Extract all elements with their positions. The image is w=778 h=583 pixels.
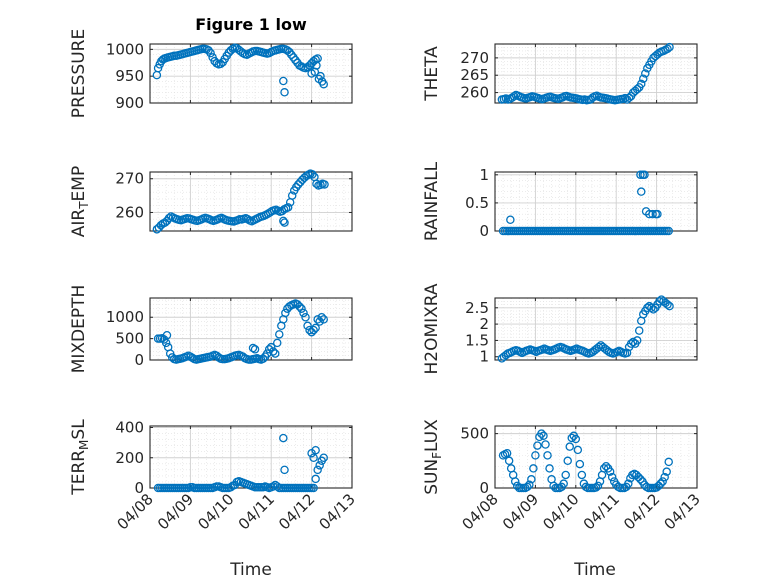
y-tick-label: 1000 (106, 308, 144, 326)
y-tick-label: 2.5 (465, 299, 489, 317)
y-tick-label: 260 (460, 84, 489, 102)
y-tick-label: 1.5 (465, 331, 489, 349)
y-tick-label: 900 (115, 94, 144, 112)
y-tick-label: 270 (115, 170, 144, 188)
y-tick-label: 200 (115, 449, 144, 467)
y-tick-label: 1 (479, 348, 489, 366)
y-tick-label: 2 (479, 315, 489, 333)
y-tick-label: 1000 (106, 40, 144, 58)
y-tick-label: 400 (115, 419, 144, 437)
y-tick-label: 260 (115, 203, 144, 221)
subplot-2: 260265270 THETA (422, 44, 697, 104)
plot-area (495, 426, 697, 488)
figure-canvas: Figure 1 low 9009501000PRESSURE 260265270… (0, 0, 778, 583)
y-axis-label: MIXDEPTH (69, 285, 89, 374)
y-axis-label: PRESSURE (69, 29, 89, 118)
y-axis-label: TERRMSL (69, 419, 91, 496)
x-axis-label-left: Time (229, 560, 272, 580)
plot-area (495, 172, 697, 231)
y-axis-label: RAINFALL (422, 161, 442, 241)
y-axis-label: H2OMIXRA (422, 283, 442, 374)
y-tick-label: 270 (460, 49, 489, 67)
y-tick-label: 0.5 (465, 194, 489, 212)
y-axis-label: AIRTEMP (69, 166, 91, 237)
figure-title: Figure 1 low (195, 15, 307, 34)
y-tick-label: 265 (460, 66, 489, 84)
y-tick-label: 0 (479, 222, 489, 240)
y-tick-label: 1 (479, 166, 489, 184)
x-axis-label-right: Time (573, 560, 616, 580)
y-axis-label: THETA (422, 46, 442, 102)
y-tick-label: 0 (134, 351, 144, 369)
y-tick-label: 500 (115, 330, 144, 348)
y-tick-label: 950 (115, 67, 144, 85)
y-tick-label: 500 (460, 425, 489, 443)
